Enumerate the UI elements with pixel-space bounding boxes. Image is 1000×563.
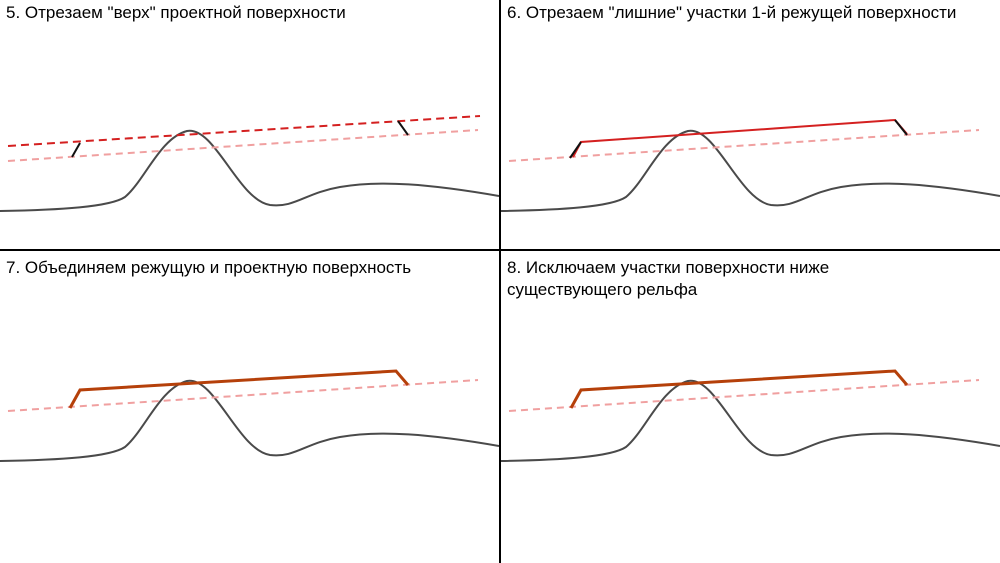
panel-title: 5. Отрезаем "верх" проектной поверхности [6,3,346,22]
panel-title: 7. Объединяем режущую и проектную поверх… [6,258,412,277]
slope-line-right [894,119,908,136]
horizontal-divider [0,249,1000,251]
slope-line-left [569,141,582,159]
panel-step-6: 6. Отрезаем "лишние" участки 1-й режущей… [501,0,1000,250]
panel-step-7: 7. Объединяем режущую и проектную поверх… [0,251,499,563]
panel-step-5: 5. Отрезаем "верх" проектной поверхности [0,0,499,250]
panel-title-line-1: 8. Исключаем участки поверхности ниже [507,258,830,277]
design-surface-line [7,379,479,412]
slope-line-right [397,120,409,136]
terrain-line [0,129,499,212]
panel-title-line-2: существующего рельфа [507,280,698,299]
design-surface-line [7,129,479,162]
panel-5-drawing [0,115,499,212]
merged-surface-line [68,369,410,409]
panel-7-drawing [0,369,499,462]
slope-line-left [71,142,81,158]
terrain-line [501,129,1000,212]
cutting-surface-line [7,115,481,147]
panel-step-8: 8. Исключаем участки поверхности ниже су… [501,251,1000,563]
panel-6-drawing [501,118,1000,212]
terrain-line [501,379,1000,462]
design-surface-line [508,379,980,412]
panel-title: 6. Отрезаем "лишние" участки 1-й режущей… [507,3,957,22]
terrain-line [0,379,499,462]
panel-8-drawing [501,369,1000,462]
final-surface-line [569,369,909,409]
vertical-divider [499,0,501,563]
design-surface-line [508,129,980,162]
